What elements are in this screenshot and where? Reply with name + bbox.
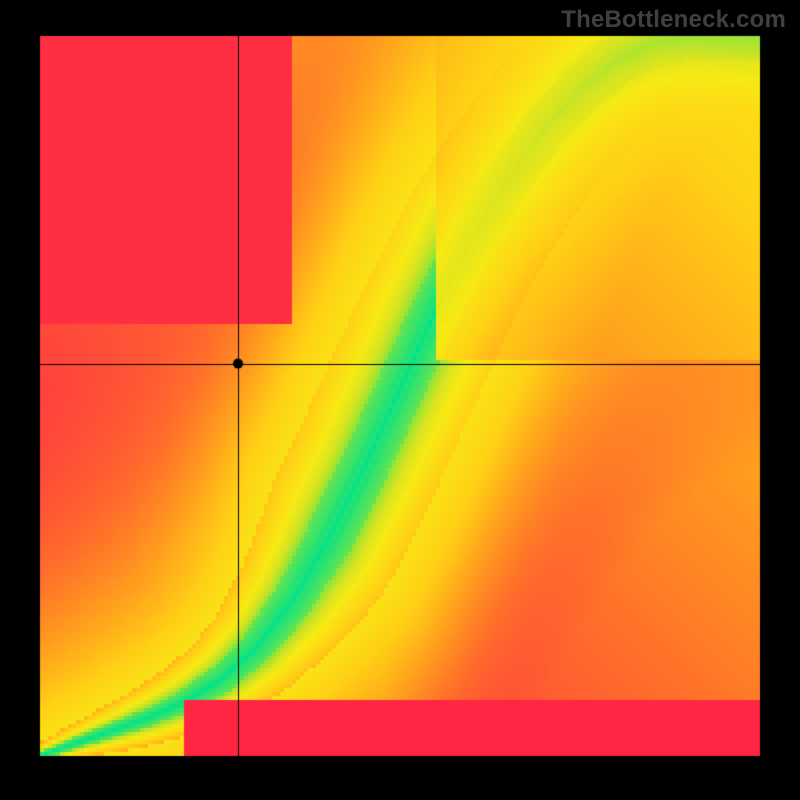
heatmap-canvas (0, 0, 800, 800)
chart-container: TheBottleneck.com (0, 0, 800, 800)
watermark-text: TheBottleneck.com (561, 6, 786, 34)
